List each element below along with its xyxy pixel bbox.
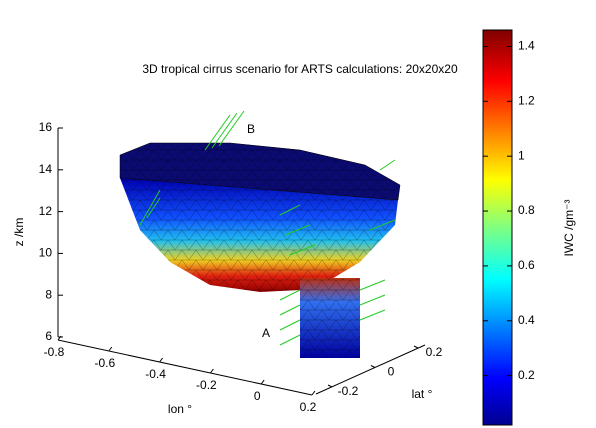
colorbar-tick-label: 0.2 [518, 368, 535, 382]
x-tick-label: -0.2 [196, 378, 217, 392]
colorbar [482, 29, 513, 426]
x-axis-label: lon ° [168, 402, 192, 416]
x-tick [159, 357, 164, 363]
annotation: A [262, 326, 270, 340]
y-tick [413, 345, 419, 349]
x-tick-label: -0.8 [44, 345, 65, 359]
cloud [119, 142, 401, 358]
x-tick [209, 368, 214, 374]
lat-axis [315, 344, 426, 395]
top-mesh [120, 143, 400, 200]
colorbar-tick-label: 1.4 [518, 39, 535, 53]
y-tick [327, 384, 333, 388]
chart-title: 3D tropical cirrus scenario for ARTS cal… [142, 62, 458, 76]
y-tick [370, 365, 376, 368]
colorbar-label: IWC /gm⁻³ [562, 200, 576, 257]
y-tick-label: -0.2 [338, 384, 359, 398]
wind-vectors [139, 110, 396, 346]
cloud-mesh [120, 178, 398, 292]
x-tick [108, 346, 113, 352]
colorbar-tick-label: 0.6 [518, 258, 535, 272]
x-tick-label: 0 [254, 389, 261, 403]
axes-box [57, 128, 426, 396]
x-tick-label: -0.4 [145, 367, 166, 381]
z-tick-label: 10 [39, 246, 53, 260]
x-tick-label: -0.6 [94, 356, 115, 370]
column-mesh [300, 278, 360, 358]
y-tick-label: 0.2 [426, 345, 443, 359]
colorbar-tick-label: 0.8 [518, 203, 535, 217]
wind-lines [139, 110, 396, 346]
z-tick-label: 6 [45, 329, 52, 343]
z-tick-label: 12 [39, 204, 53, 218]
annotation: B [247, 122, 255, 136]
z-axis-label: z /km [12, 218, 26, 247]
colorbar-tick-label: 0.4 [518, 313, 535, 327]
x-tick [57, 335, 62, 341]
z-tick-label: 8 [45, 287, 52, 301]
y-tick-label: 0 [388, 365, 395, 379]
z-tick-label: 16 [39, 120, 53, 134]
x-tick [260, 379, 265, 385]
z-tick-label: 14 [39, 162, 53, 176]
colorbar-tick-label: 1 [518, 148, 525, 162]
y-axis-label: lat ° [412, 387, 433, 401]
x-tick [311, 390, 316, 396]
x-tick-label: 0.2 [300, 400, 317, 414]
colorbar-tick-label: 1.2 [518, 93, 535, 107]
lon-axis [57, 339, 313, 396]
